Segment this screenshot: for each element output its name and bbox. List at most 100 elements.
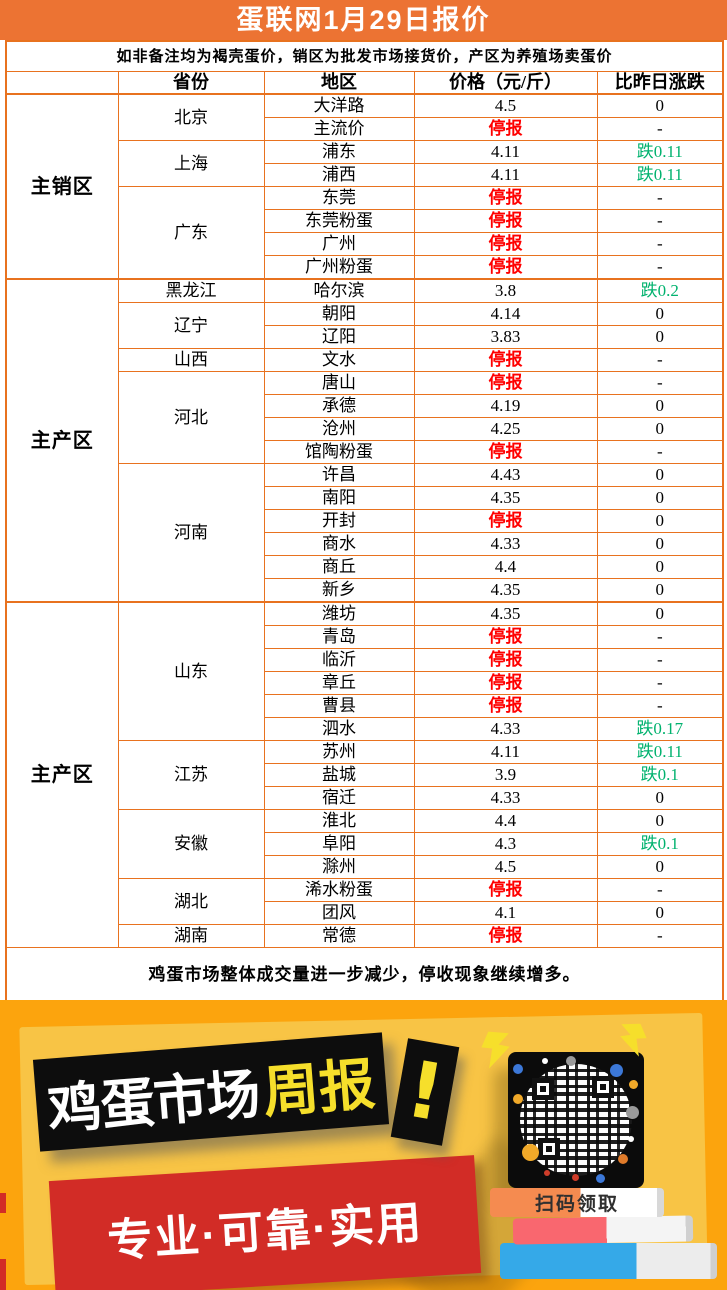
red-edge-decoration [0,1259,6,1290]
region-cell: 常德 [263,924,415,948]
col-header-region: 地区 [263,71,415,95]
change-cell: 0 [596,463,724,487]
qr-dot [596,1174,605,1183]
price-table: 如非备注均为褐壳蛋价，销区为批发市场接货价，产区为养殖场卖蛋价 省份 地区 价格… [5,40,725,1004]
price-cell: 4.14 [413,302,598,326]
region-cell: 主流价 [263,117,415,141]
qr-caption: 扫码领取 [534,1194,619,1215]
table-row: 广州粉蛋 停报 - [6,255,724,280]
qr-dot [542,1058,548,1064]
change-cell: 0 [596,302,724,326]
change-cell: - [596,348,724,372]
section-cell: 主产区 [5,601,119,948]
region-cell: 滁州 [263,855,415,879]
province-cell: 江苏 [117,740,265,810]
region-cell: 文水 [263,348,415,372]
price-cell: 4.33 [413,786,598,810]
change-cell: - [596,924,724,948]
change-cell: - [596,186,724,210]
change-cell: 0 [596,786,724,810]
qr-dot [572,1174,579,1181]
region-cell: 潍坊 [263,601,415,626]
price-cell: 停报 [413,671,598,695]
price-cell: 4.3 [413,832,598,856]
region-cell: 临沂 [263,648,415,672]
price-cell: 停报 [413,255,598,280]
price-cell: 4.5 [413,93,598,118]
region-cell: 大洋路 [263,93,415,118]
change-cell: - [596,232,724,256]
qr-dot [628,1136,634,1142]
price-cell: 3.83 [413,325,598,349]
price-cell: 4.11 [413,740,598,764]
province-cell: 北京 [117,93,265,141]
table-row: 浦西 4.11 跌0.11 [6,163,724,187]
promo-banner: 鸡蛋市场 周报 ! 专业·可靠·实用 扫码领取 [0,1000,727,1290]
change-cell: 0 [596,509,724,533]
region-cell: 商丘 [263,555,415,579]
region-cell: 沧州 [263,417,415,441]
change-cell: - [596,648,724,672]
price-cell: 4.4 [413,555,598,579]
region-cell: 团风 [263,901,415,925]
region-cell: 唐山 [263,371,415,395]
table-note-row: 鸡蛋市场整体成交量进一步减少，停收现象继续增多。 [5,947,724,1004]
table-subtitle: 如非备注均为褐壳蛋价，销区为批发市场接货价，产区为养殖场卖蛋价 [5,40,724,72]
price-cell: 停报 [413,648,598,672]
price-cell: 3.9 [413,763,598,787]
section-cell: 主销区 [5,93,119,280]
table-row: 主销区 北京 大洋路 4.5 0 [5,93,724,280]
table-header-row: 省份 地区 价格（元/斤） 比昨日涨跌 [5,71,724,95]
price-cell: 停报 [413,371,598,395]
col-header-price: 价格（元/斤） [413,71,598,95]
region-cell: 南阳 [263,486,415,510]
table-row: 临沂 停报 - [6,648,724,672]
qr-dot [618,1154,628,1164]
table-row: 盐城 3.9 跌0.1 [6,763,724,787]
change-cell: 0 [596,486,724,510]
region-cell: 阜阳 [263,832,415,856]
table-row: 主流价 停报 - [6,117,724,141]
change-cell: 跌0.2 [596,278,724,303]
price-cell: 4.35 [413,486,598,510]
table-row: 江苏 苏州 4.11 跌0.11 [6,740,724,810]
table-row: 宿迁 4.33 0 [6,786,724,810]
region-cell: 苏州 [263,740,415,764]
change-cell: - [596,671,724,695]
region-cell: 东莞粉蛋 [263,209,415,233]
price-cell: 4.25 [413,417,598,441]
price-cell: 停报 [413,694,598,718]
price-cell: 4.5 [413,855,598,879]
change-cell: 0 [596,901,724,925]
region-cell: 浦西 [263,163,415,187]
price-cell: 4.33 [413,532,598,556]
change-cell: - [596,255,724,280]
col-header-change: 比昨日涨跌 [596,71,724,95]
qr-dot [544,1170,550,1176]
region-cell: 哈尔滨 [263,278,415,303]
price-cell: 3.8 [413,278,598,303]
change-cell: 0 [596,325,724,349]
region-cell: 章丘 [263,671,415,695]
table-row: 河北 唐山 停报 - [6,371,724,464]
region-cell: 青岛 [263,625,415,649]
province-cell: 河南 [117,463,265,603]
price-cell: 4.4 [413,809,598,833]
price-cell: 停报 [413,348,598,372]
region-cell: 曹县 [263,694,415,718]
price-cell: 停报 [413,924,598,948]
table-row: 商丘 4.4 0 [6,555,724,579]
change-cell: - [596,371,724,395]
region-cell: 广州 [263,232,415,256]
price-cell: 停报 [413,209,598,233]
change-cell: 跌0.11 [596,740,724,764]
banner-title-accent: 周报 [260,1051,378,1124]
change-cell: 跌0.11 [596,140,724,164]
price-cell: 停报 [413,232,598,256]
price-cell: 4.35 [413,578,598,603]
region-cell: 盐城 [263,763,415,787]
province-cell: 黑龙江 [117,278,265,303]
price-cell: 停报 [413,509,598,533]
change-cell: 0 [596,809,724,833]
province-cell: 安徽 [117,809,265,879]
